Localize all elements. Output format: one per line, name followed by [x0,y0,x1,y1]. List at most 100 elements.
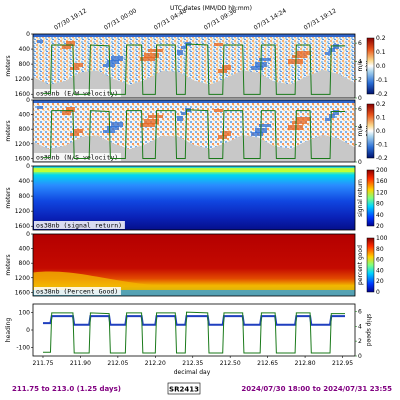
velocity-cell [140,123,155,127]
velocity-cell [103,64,115,67]
colorbar-tick-label: 0.1 [376,49,386,56]
speed-tick-label: 0 [358,353,362,360]
cruise-box [167,382,201,395]
depth-tick-label: 800 [19,126,31,133]
speed-tick-label: 4 [358,124,362,131]
depth-tick-label: 1200 [15,275,30,282]
colorbar-tick-label: 40 [376,212,384,219]
x-tick-label: 212.65 [257,360,278,367]
depth-tick-label: 800 [19,260,31,267]
surface-band [33,34,355,37]
top-tick-label: 07/31 14:24 [253,7,288,31]
velocity-cell [222,65,231,70]
velocity-cell [62,111,71,115]
velocity-cell [103,130,115,133]
speed-tick-label: 6 [358,308,362,315]
velocity-cell [325,52,331,55]
colorbar [366,237,375,293]
speed-tick-label: 4 [358,323,362,330]
panel-field [33,166,355,230]
velocity-cell [329,48,335,52]
colorbar [366,37,375,95]
velocity-cell [292,121,307,124]
velocity-cell [218,69,227,73]
velocity-cell [296,117,311,121]
colorbar-tick-label: 0.0 [376,63,386,70]
panel-frame [32,165,356,231]
x-tick-label: 212.50 [220,360,241,367]
velocity-cell [140,57,155,61]
ship-speed-line [42,109,346,159]
velocity-cell [333,44,339,49]
depth-tick-label: 400 [19,178,31,185]
velocity-cell [251,132,263,136]
colorbar-tick-label: -0.2 [376,155,388,162]
depth-tick-label: 1200 [15,208,30,215]
heading-tick-label: 0 [26,327,30,334]
depth-tick-label: 0 [26,97,30,104]
panel-frame [32,33,356,99]
colorbar-label: signal return [357,179,364,217]
velocity-cell [148,49,163,52]
velocity-cell [214,43,223,46]
colorbar [366,169,375,227]
speed-tick-label: 0 [358,95,362,102]
x-tick-label: 212.95 [332,360,353,367]
heading-frame [32,303,356,357]
velocity-cell [107,126,119,130]
depth-tick-label: 400 [19,46,31,53]
x-axis-ticks: 211.75 211.90 212.05 212.20 212.35 212.50 212.… [32,356,353,367]
footer-dates: 2024/07/30 18:00 to 2024/07/31 23:55 [241,385,392,393]
top-axis-title: UTC dates (MM/DD hh:mm) [170,5,252,12]
top-tick-label: 07/30 19:12 [53,7,88,31]
x-tick-label: 212.05 [107,360,128,367]
footer-cruise: SR2413 [169,386,199,394]
velocity-cell [181,112,187,115]
velocity-cell [74,129,83,133]
velocity-cell [251,66,263,70]
panel-title-bg [34,153,121,161]
depth-tick-label: 800 [19,193,31,200]
speed-tick-label: 2 [358,141,362,148]
depth-axis-label: meters [5,55,12,76]
ship-speed-line [42,43,346,95]
colorbar-tick-label: 80 [376,201,384,208]
panel-3: 0 400 800 1200 1600 meters os38nb (signal retu… [5,163,388,231]
x-axis-label: decimal day [174,369,211,376]
x-tick-label: 211.90 [70,360,91,367]
ship-speed-axis-label: ship speed [365,314,372,347]
velocity-cell [177,116,183,121]
colorbar-tick-label: 20 [376,223,384,230]
velocity-cell [148,115,163,118]
surface-band [33,100,355,103]
colorbar-tick-label: 20 [376,278,384,285]
panel-title: os38nb (N/S velocity) [36,154,118,162]
velocity-cell [107,60,119,64]
velocity-cell [111,56,123,61]
colorbar-tick-label: 0.2 [376,35,386,42]
depth-tick-label: 400 [19,246,31,253]
velocity-cell [74,63,83,67]
colorbar [366,103,375,159]
panel-title-bg [34,221,125,229]
depth-tick-label: 0 [26,163,30,170]
velocity-cell [66,107,75,112]
colorbar-tick-label: 120 [376,189,388,196]
velocity-cell [222,131,231,136]
speed-tick-label: 6 [358,106,362,113]
colorbar-label: m/s [357,61,364,72]
velocity-cell [259,124,271,127]
panel-title: os38nb (signal return) [36,222,122,230]
velocity-cell [292,55,307,58]
velocity-cell [181,46,187,49]
depth-tick-label: 1600 [15,91,30,98]
velocity-cell [214,109,223,112]
velocity-cell [37,40,43,43]
colorbar-tick-label: 80 [376,246,384,253]
velocity-cell [259,58,271,61]
colorbar-tick-label: 0.1 [376,115,386,122]
